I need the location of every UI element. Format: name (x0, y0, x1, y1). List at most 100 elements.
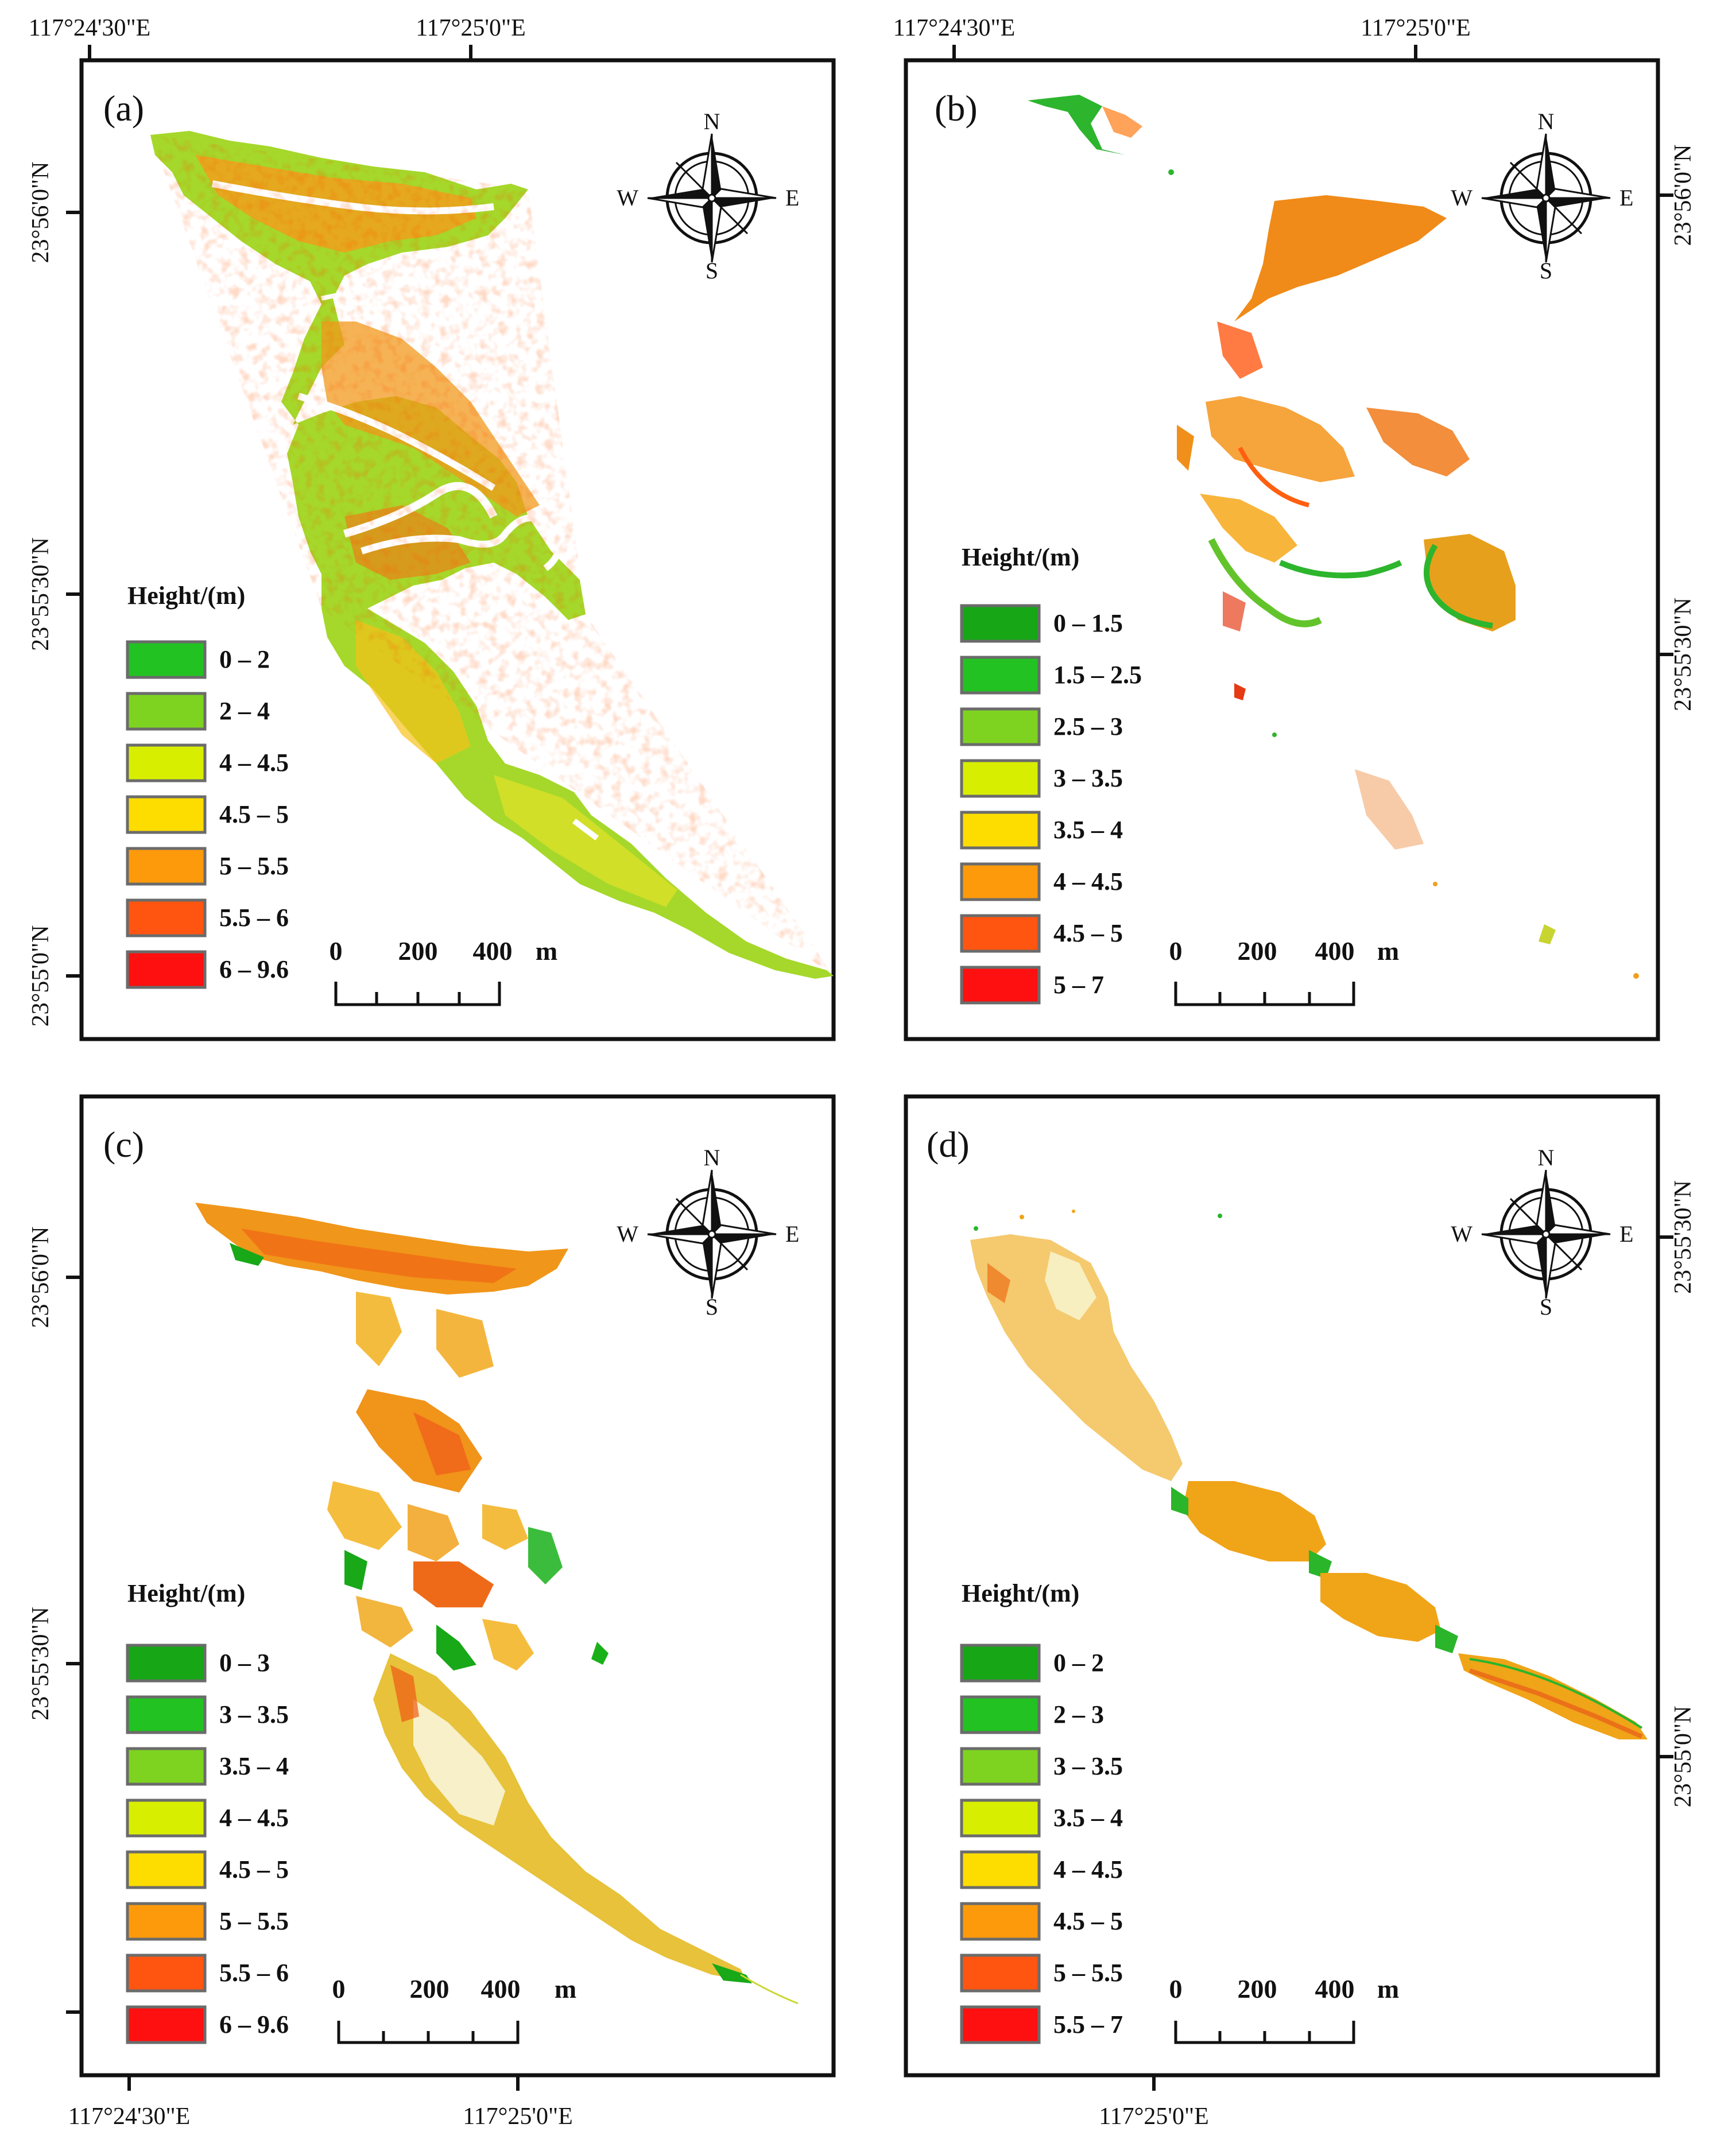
north-arrow: N S W E (1451, 1145, 1633, 1320)
legend-swatch (126, 847, 207, 886)
legend-title: Height/(m) (127, 582, 245, 610)
legend-swatch (960, 656, 1041, 695)
legend-swatch (126, 1747, 207, 1786)
legend-swatch (126, 640, 207, 679)
scale-end: 400 (1315, 1974, 1355, 2003)
legend-swatch (126, 2005, 207, 2044)
mangrove-height-map (195, 1203, 799, 2005)
legend-label: 0 – 3 (219, 1649, 270, 1677)
compass-w: W (1451, 1221, 1472, 1247)
scale-zero: 0 (330, 936, 343, 966)
compass-e: E (1619, 185, 1633, 211)
mangrove-height-map (1028, 95, 1639, 979)
legend-label: 0 – 2 (219, 645, 270, 673)
legend-label: 5 – 5.5 (1053, 1959, 1123, 1987)
lon-tick-label: 117°24'30"E (68, 2103, 191, 2130)
legend-label: 5.5 – 7 (1053, 2010, 1123, 2039)
legend-label: 4.5 – 5 (219, 800, 289, 828)
legend-label: 4.5 – 5 (1053, 1907, 1123, 1935)
legend-swatch (960, 2005, 1041, 2044)
legend-label: 3 – 3.5 (219, 1700, 289, 1729)
scale-mid: 200 (410, 1974, 450, 2003)
legend-swatch (126, 1850, 207, 1889)
lat-tick-label: 23°55'30"N (28, 537, 54, 651)
lat-tick-label: 23°55'30"N (1670, 1180, 1696, 1294)
compass-e: E (1619, 1221, 1633, 1247)
legend-swatch (960, 966, 1041, 1005)
compass-s: S (1540, 258, 1552, 284)
lon-tick-label: 117°25'0"E (1099, 2103, 1209, 2130)
scale-bar: 0 200 400 m (1169, 936, 1399, 1006)
legend-label: 6 – 9.6 (219, 2010, 289, 2039)
legend-swatch (960, 914, 1041, 953)
compass-n: N (1538, 1145, 1555, 1171)
legend-swatch (126, 1799, 207, 1838)
scale-unit: m (555, 1974, 576, 2003)
legend-swatch (126, 1902, 207, 1941)
scale-zero: 0 (1169, 1974, 1183, 2003)
legend-label: 3.5 – 4 (1053, 1804, 1123, 1832)
legend-swatch (126, 743, 207, 782)
panel-d: 117°25'0"E 23°55'30"N 23°55'0"N (d) N (904, 1094, 1696, 2130)
lon-tick-label: 117°25'0"E (1361, 15, 1471, 41)
compass-s: S (706, 1294, 718, 1320)
legend-label: 2.5 – 3 (1053, 712, 1123, 741)
scale-bar: 0 200 400 m (332, 1974, 576, 2044)
legend-label: 5.5 – 6 (219, 1959, 289, 1987)
legend: Height/(m) 0 – 3 3 – 3.5 3.5 – 4 4 – 4.5 4.5… (126, 1579, 289, 2044)
scale-unit: m (1377, 936, 1399, 966)
legend-title: Height/(m) (962, 543, 1079, 571)
legend-swatch (126, 1695, 207, 1734)
legend-label: 0 – 1.5 (1053, 609, 1123, 637)
scale-zero: 0 (1169, 936, 1183, 966)
legend-swatch (126, 692, 207, 731)
scale-end: 400 (481, 1974, 521, 2003)
legend-swatch (126, 1644, 207, 1683)
scale-bar: 0 200 400 m (330, 936, 557, 1006)
legend-label: 5 – 7 (1053, 971, 1104, 999)
legend-label: 4.5 – 5 (219, 1855, 289, 1884)
legend-label: 0 – 2 (1053, 1649, 1104, 1677)
lat-tick-label: 23°55'0"N (28, 925, 54, 1027)
scale-zero: 0 (332, 1974, 346, 2003)
legend-label: 3 – 3.5 (1053, 764, 1123, 792)
scale-end: 400 (473, 936, 513, 966)
panel-label: (c) (103, 1124, 144, 1165)
legend-swatch (960, 1902, 1041, 1941)
legend-label: 4 – 4.5 (219, 1804, 289, 1832)
legend-swatch (126, 1954, 207, 1993)
legend-swatch (960, 1644, 1041, 1683)
compass-e: E (785, 1221, 799, 1247)
legend-swatch (960, 707, 1041, 746)
lon-tick-label: 117°24'30"E (29, 15, 151, 41)
legend-swatch (960, 862, 1041, 901)
legend: Height/(m) 0 – 1.5 1.5 – 2.5 2.5 – 3 3 – 3.… (960, 543, 1142, 1005)
compass-e: E (785, 185, 799, 211)
panel-label: (b) (935, 88, 978, 129)
legend-title: Height/(m) (127, 1579, 245, 1607)
legend-swatch (126, 950, 207, 989)
legend: Height/(m) 0 – 2 2 – 4 4 – 4.5 4.5 – 5 5 – 5… (126, 582, 289, 989)
scale-end: 400 (1315, 936, 1355, 966)
legend-swatch (960, 1850, 1041, 1889)
legend-label: 4.5 – 5 (1053, 919, 1123, 947)
legend-label: 5 – 5.5 (219, 852, 289, 880)
mangrove-height-map (970, 1210, 1648, 1739)
lat-tick-label: 23°55'0"N (1670, 1706, 1696, 1808)
lon-tick-label: 117°25'0"E (416, 15, 526, 41)
north-arrow: N S W E (617, 1145, 799, 1320)
legend-label: 2 – 4 (219, 697, 270, 725)
legend-label: 6 – 9.6 (219, 955, 289, 983)
panel-label: (d) (927, 1124, 970, 1165)
legend-label: 3.5 – 4 (219, 1752, 289, 1780)
lat-tick-label: 23°56'0"N (28, 1227, 54, 1328)
scale-mid: 200 (1238, 936, 1277, 966)
lat-tick-label: 23°56'0"N (1670, 145, 1696, 246)
north-arrow: N S W E (1451, 108, 1633, 284)
lat-tick-label: 23°56'0"N (28, 162, 54, 263)
compass-s: S (1540, 1294, 1552, 1320)
lon-tick-label: 117°25'0"E (463, 2103, 573, 2130)
legend-label: 3.5 – 4 (1053, 816, 1123, 844)
